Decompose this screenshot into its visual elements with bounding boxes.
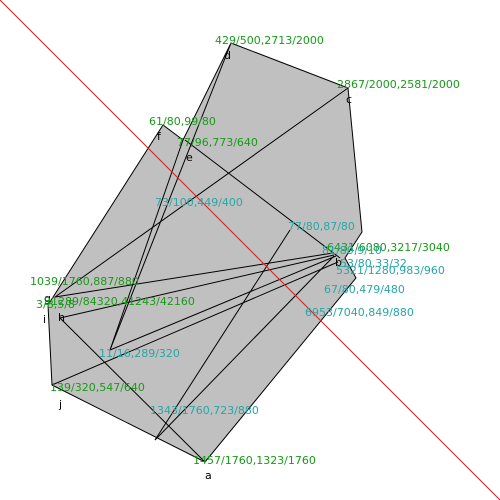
point-name: i	[43, 313, 46, 326]
point-name: h	[58, 311, 65, 324]
point-name: b	[335, 256, 342, 269]
point-name: c	[346, 93, 352, 106]
shape	[47, 42, 363, 463]
point-coords: 61/80,99/80	[149, 115, 216, 128]
point-coords: 2867/2000,2581/2000	[337, 78, 460, 91]
point-name: d	[224, 49, 231, 62]
intersection-coords: 73/100,449/400	[155, 196, 243, 209]
point-coords: 1039/1760,887/880	[30, 275, 139, 288]
point-coords: 429/500,2713/2000	[215, 34, 324, 47]
point-coords: 1457/1760,1323/1760	[193, 454, 316, 467]
labels: 1457/1760,1323/1760 a 6431/6080,3217/3040 b…	[30, 34, 460, 482]
intersection-coords: 11/16,289/320	[99, 347, 180, 360]
point-name: e	[186, 151, 193, 164]
intersection-coords: 1343/1760,723/880	[150, 404, 259, 417]
point-coords: 3/8,5/8	[36, 298, 75, 311]
point-coords: 6431/6080,3217/3040	[327, 241, 450, 254]
point-name: g	[44, 292, 51, 305]
intersection-coords: 81/80,9/10	[322, 244, 382, 257]
intersection-coords: 5321/1280,983/960	[336, 264, 445, 277]
point-coords: 77/96,773/640	[177, 136, 258, 149]
intersection-coords: 77/80,87/80	[288, 220, 355, 233]
point-coords: 31289/84320,41243/42160	[44, 295, 195, 308]
intersection-coords: 53/80,33/32	[340, 257, 407, 270]
point-name: f	[157, 130, 162, 143]
point-name: a	[205, 469, 212, 482]
point-coords: 139/320,547/640	[50, 381, 145, 394]
point-name: j	[58, 398, 62, 411]
intersection-coords: 6953/7040,849/880	[305, 306, 414, 319]
intersection-coords: 67/80,479/480	[324, 283, 405, 296]
inner-lines	[51, 42, 349, 463]
